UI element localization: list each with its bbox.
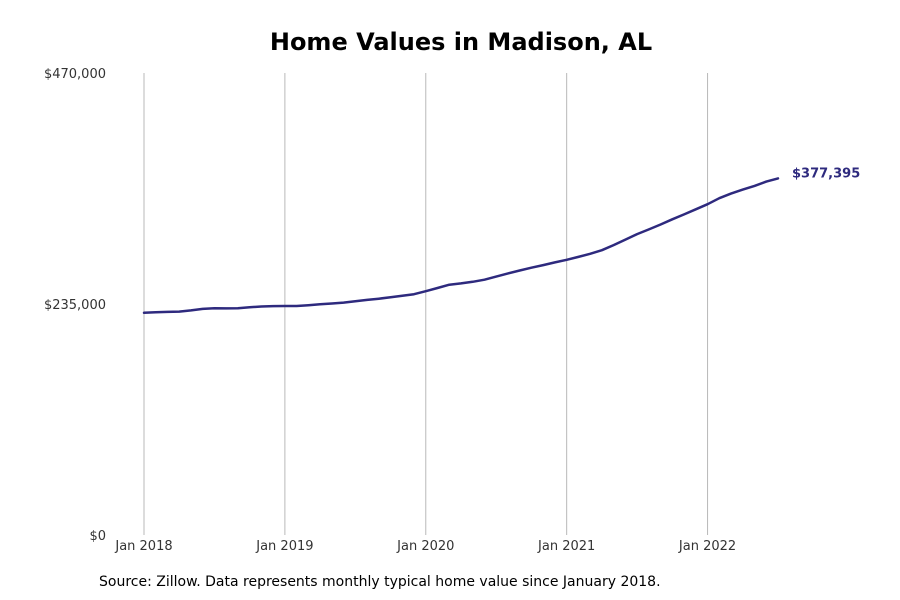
y-tick-label: $470,000 (44, 67, 106, 82)
x-tick-label: Jan 2018 (114, 539, 172, 554)
x-tick-label: Jan 2020 (396, 539, 454, 554)
chart-title: Home Values in Madison, AL (269, 28, 653, 56)
source-note: Source: Zillow. Data represents monthly … (99, 574, 661, 590)
x-tick-label: Jan 2019 (255, 539, 313, 554)
end-value-label: $377,395 (792, 166, 860, 181)
x-tick-label: Jan 2022 (678, 539, 736, 554)
y-tick-label: $0 (89, 529, 106, 544)
series-line (142, 177, 780, 315)
y-tick-label: $235,000 (44, 298, 106, 313)
x-tick-label: Jan 2021 (537, 539, 595, 554)
